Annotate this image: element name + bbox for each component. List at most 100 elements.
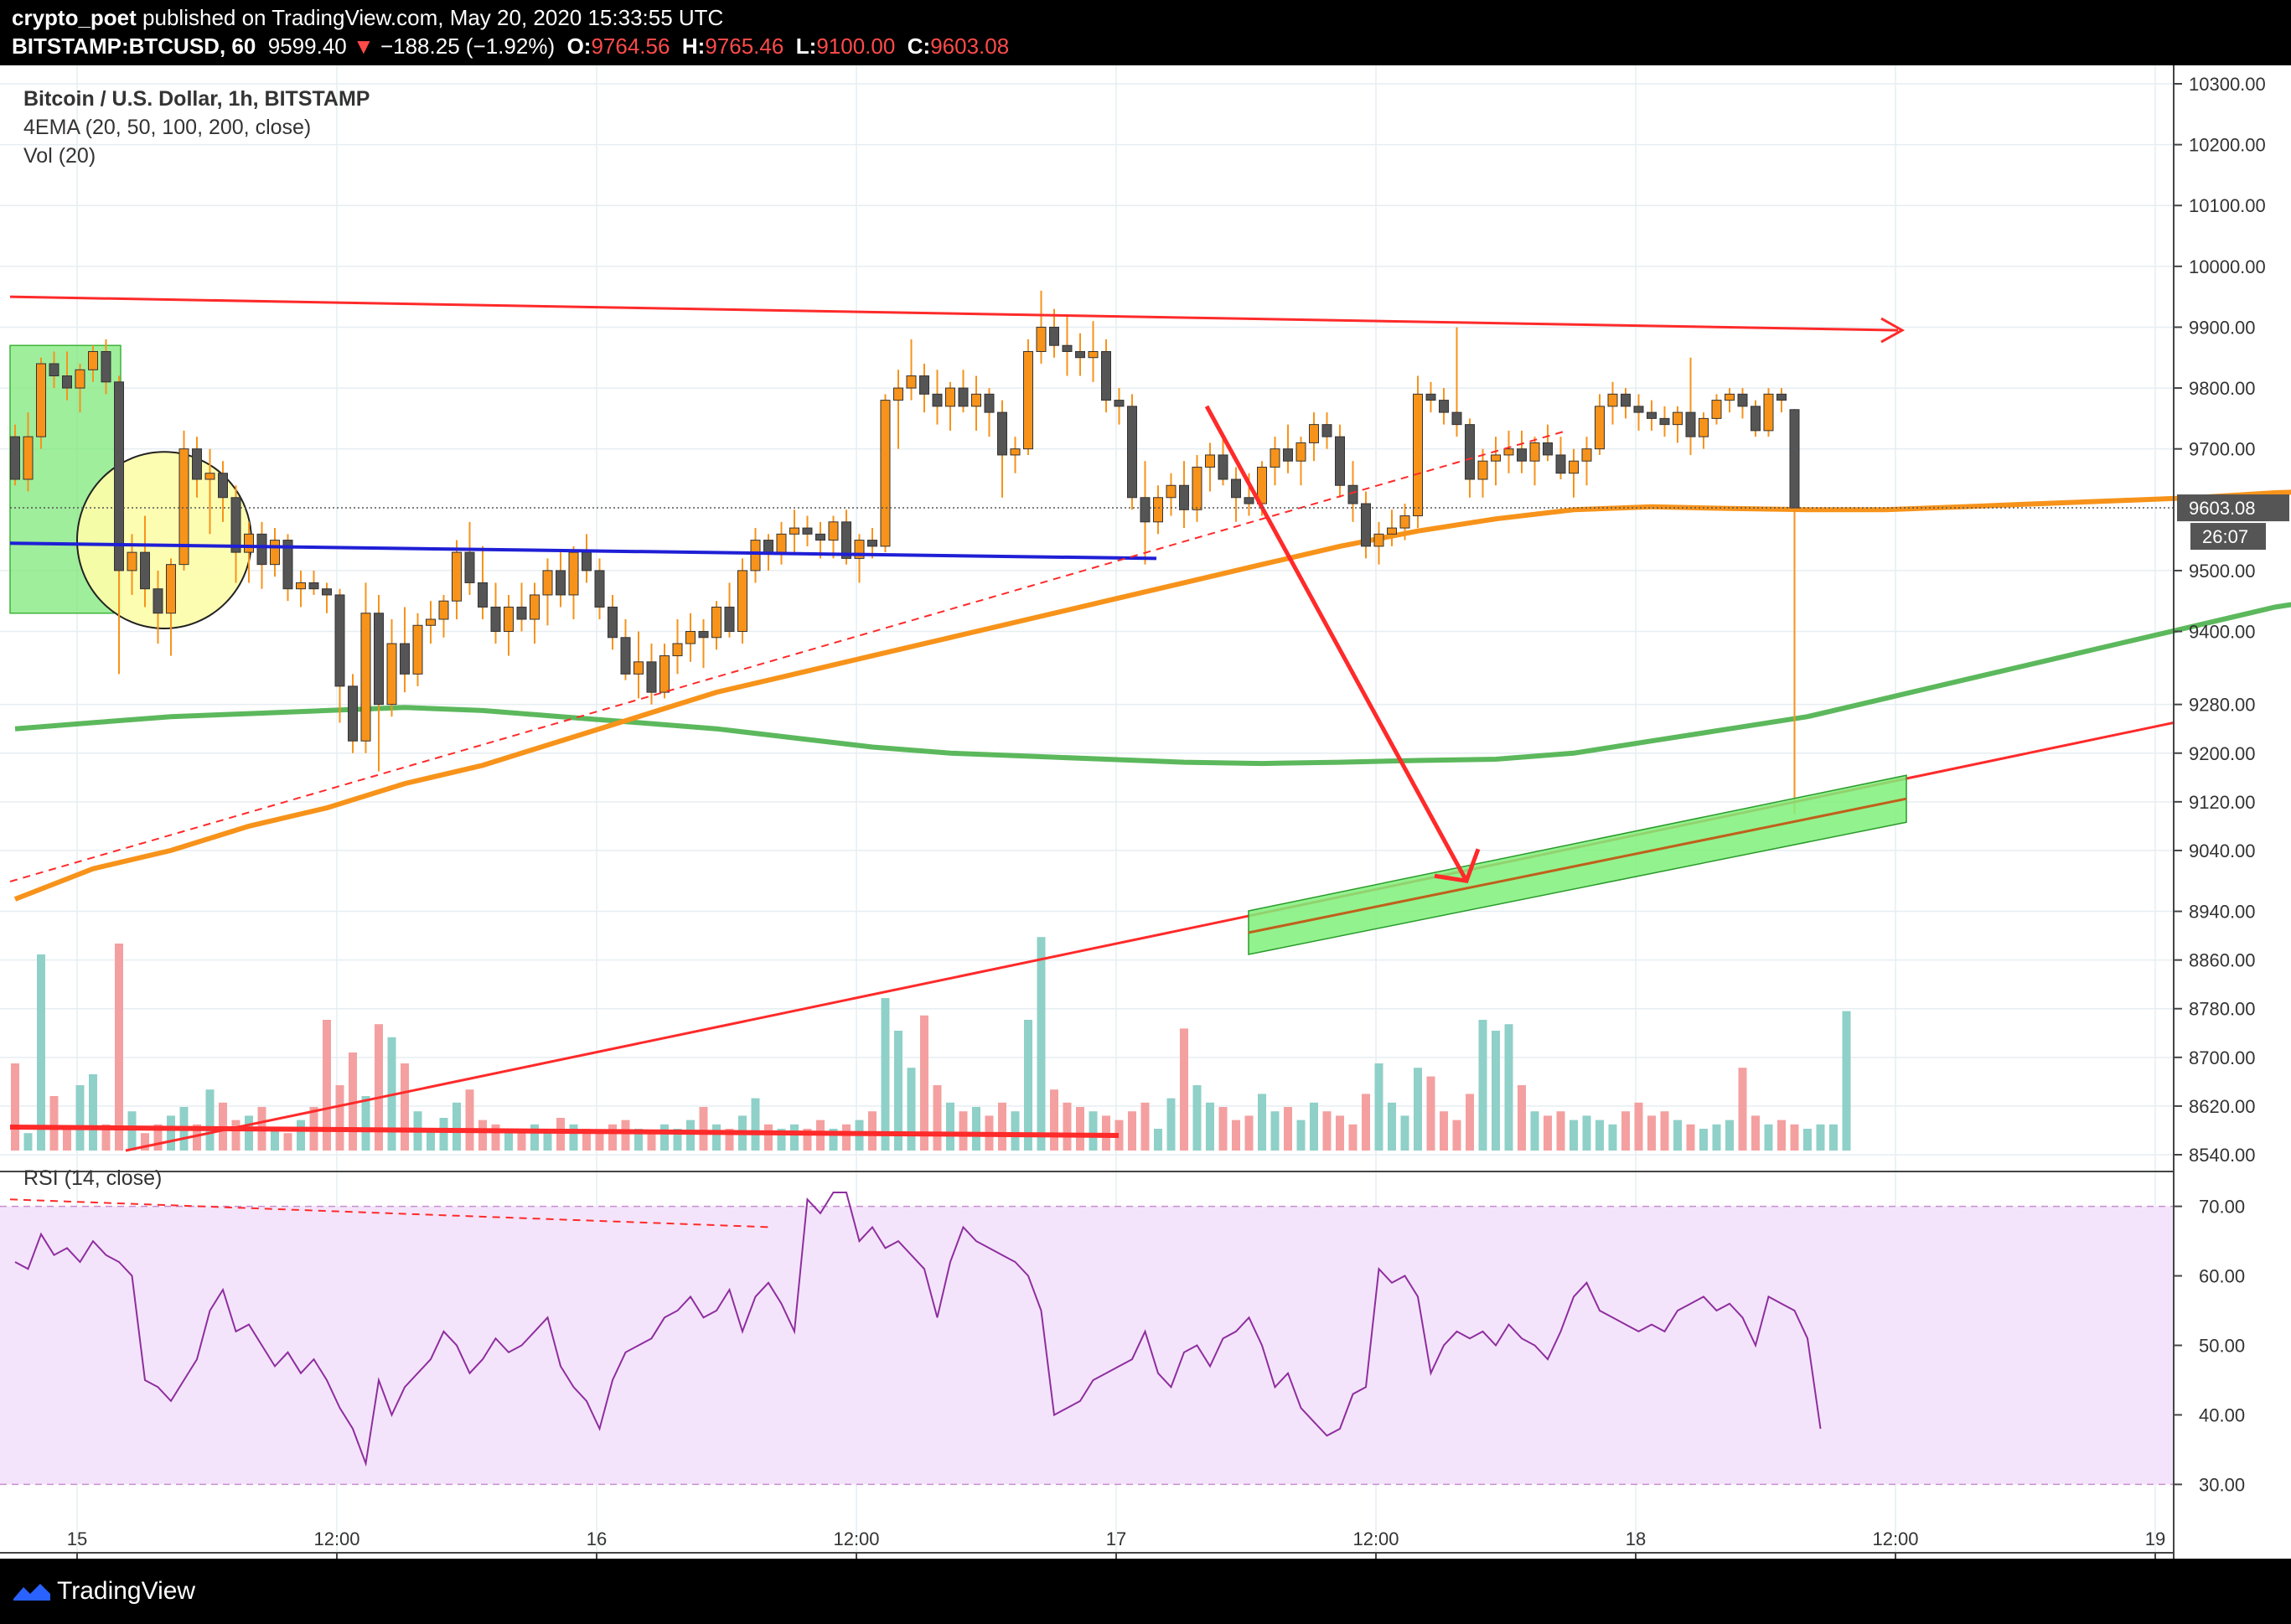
volume-legend[interactable]: Vol (20)	[23, 144, 96, 168]
ema-50-line	[13, 489, 2291, 902]
candle-body	[360, 613, 371, 742]
volume-bar	[1076, 1107, 1084, 1151]
volume-bar	[725, 1129, 734, 1151]
volume-bar	[427, 1129, 435, 1151]
rsi-band	[0, 1206, 2174, 1485]
resistance-trendline	[9, 295, 1899, 332]
volume-bar	[504, 1129, 513, 1151]
volume-bar	[297, 1120, 305, 1151]
volume-bar	[842, 1124, 851, 1151]
volume-bar	[231, 1120, 240, 1151]
candle-body	[504, 606, 514, 633]
ema-legend[interactable]: 4EMA (20, 50, 100, 200, close)	[23, 116, 312, 139]
low-label: L:	[795, 34, 817, 59]
candle-body	[204, 473, 215, 480]
volume-bar	[1140, 1102, 1150, 1151]
volume-bar	[23, 1133, 33, 1151]
price-tick-label: 9500.00	[2189, 561, 2256, 582]
candle-body	[348, 685, 358, 742]
countdown-badge	[2190, 523, 2266, 551]
candle-body	[1555, 454, 1566, 474]
candle-body	[230, 497, 241, 553]
volume-bar	[1154, 1129, 1162, 1151]
candle-body	[1075, 351, 1085, 359]
candle-body	[1451, 411, 1462, 426]
volume-bar	[101, 1124, 111, 1151]
volume-bar	[1011, 1111, 1020, 1151]
volume-bar	[1348, 1124, 1358, 1151]
candle-body	[958, 387, 969, 407]
volume-bar	[751, 1098, 760, 1151]
candle-body	[672, 643, 683, 657]
projection-arrow	[1204, 405, 1469, 882]
close-value: 9603.08	[930, 34, 1010, 59]
volume-bar	[1478, 1020, 1487, 1151]
candle-body	[1192, 466, 1202, 510]
candle-body	[659, 655, 670, 693]
price-tick-label: 8700.00	[2189, 1047, 2256, 1068]
author-name[interactable]: crypto_poet	[12, 5, 137, 30]
candle-body	[282, 540, 293, 590]
time-tick-label: 16	[587, 1528, 607, 1549]
current-price-label: 9603.08	[2189, 498, 2256, 519]
candle-body	[438, 600, 449, 620]
volume-bar	[453, 1102, 461, 1151]
high-value: 9765.46	[705, 34, 784, 59]
candle-body	[841, 521, 851, 559]
rsi-trendline	[9, 1198, 772, 1228]
volume-bar	[764, 1124, 773, 1151]
volume-bar	[881, 998, 890, 1151]
candle-body	[140, 551, 150, 590]
publish-header: crypto_poet published on TradingView.com…	[0, 0, 2291, 65]
volume-bar	[1816, 1124, 1825, 1151]
volume-bar	[1180, 1028, 1188, 1151]
volume-bar	[205, 1089, 215, 1151]
volume-bar	[153, 1124, 163, 1151]
volume-bar	[686, 1120, 695, 1151]
price-chart[interactable]: 10300.00 10200.00 10100.00 10000.00 9900.00 9…	[0, 65, 2291, 1559]
candle-body	[1725, 393, 1735, 401]
time-tick-label: 12:00	[1872, 1528, 1918, 1549]
volume-bar	[1777, 1120, 1786, 1151]
candle-body	[10, 436, 20, 480]
current-price-badge	[2177, 494, 2289, 522]
price-tick-label: 10100.00	[2189, 195, 2266, 216]
candle-body	[1607, 393, 1618, 407]
volume-bar	[1582, 1115, 1591, 1151]
volume-bar	[283, 1133, 292, 1151]
candle-body	[880, 400, 891, 547]
arrow-head-icon	[1434, 848, 1481, 884]
volume-bar	[1166, 1098, 1176, 1151]
volume-bar	[1686, 1124, 1695, 1151]
volume-bar	[1829, 1124, 1838, 1151]
candle-body	[828, 521, 839, 541]
volume-bar	[1374, 1063, 1383, 1151]
volume-bar	[49, 1096, 59, 1151]
candle-body	[1114, 400, 1125, 407]
candle-body	[568, 551, 579, 596]
candle-body	[815, 533, 825, 541]
candle-body	[1373, 533, 1384, 547]
footer-brand[interactable]: TradingView	[57, 1577, 196, 1605]
volume-bar	[1842, 1011, 1851, 1151]
candle-body	[1776, 393, 1787, 401]
candle-body	[62, 375, 72, 389]
volume-bar	[127, 1111, 137, 1151]
rsi-tick-label: 60.00	[2199, 1266, 2245, 1287]
price-tick-label: 9400.00	[2189, 622, 2256, 643]
volume-bar	[323, 1020, 331, 1151]
candle-body	[127, 551, 137, 572]
volume-bar	[1440, 1111, 1448, 1151]
candle-body	[308, 582, 319, 590]
rsi-legend[interactable]: RSI (14, close)	[23, 1166, 163, 1190]
candle-body	[1711, 400, 1722, 419]
volume-bar	[1570, 1120, 1578, 1151]
candle-body	[932, 393, 943, 407]
candle-body	[1270, 448, 1280, 468]
candle-body	[270, 540, 280, 566]
volume-bar	[1037, 937, 1046, 1151]
volume-bar	[894, 1031, 902, 1151]
volume-bar	[1414, 1068, 1422, 1151]
candle-body	[88, 351, 98, 370]
volume-bar	[89, 1074, 97, 1151]
